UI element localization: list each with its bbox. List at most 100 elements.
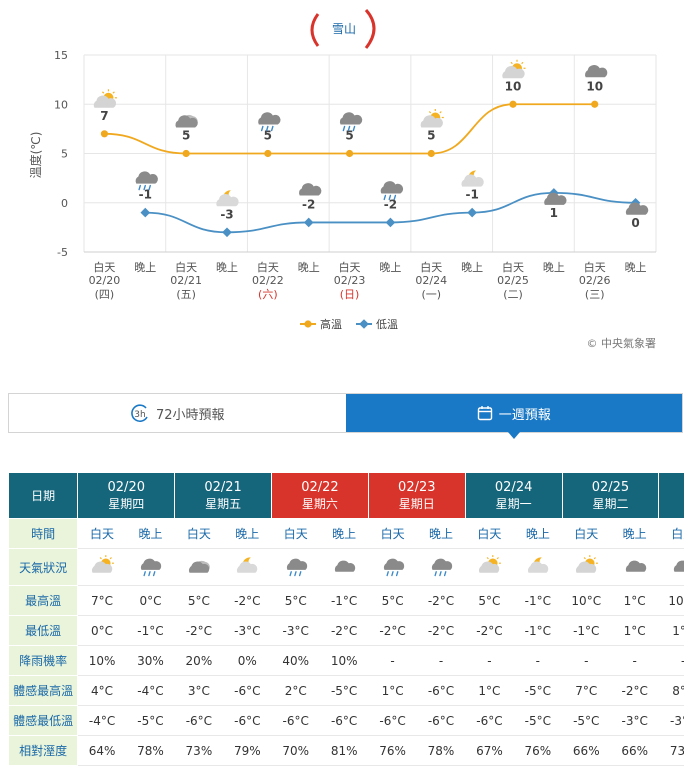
cell-max: 5°C bbox=[174, 585, 224, 616]
cell-max: 5°C bbox=[271, 585, 321, 616]
location-title: 雪山 bbox=[310, 9, 376, 49]
day-weekday: 星期一 bbox=[495, 496, 532, 511]
row-label-feel_min: 體感最低溫 bbox=[8, 705, 79, 736]
cell-period: 白天 bbox=[658, 518, 684, 549]
svg-text:低溫: 低溫 bbox=[376, 317, 398, 331]
svg-text:白天: 白天 bbox=[257, 260, 279, 274]
cell-pop: - bbox=[561, 645, 611, 676]
dark-cloud-icon bbox=[674, 560, 684, 572]
data-label: 10 bbox=[505, 79, 522, 93]
dark-cloud-icon bbox=[335, 560, 356, 572]
cell-min: -1°C bbox=[125, 615, 176, 646]
svg-text:3h: 3h bbox=[134, 410, 145, 420]
cloud-rain-icon bbox=[339, 112, 363, 132]
data-label: -2 bbox=[384, 197, 397, 211]
cell-rh: 78% bbox=[416, 735, 466, 766]
svg-text:02/21: 02/21 bbox=[170, 274, 202, 287]
cell-min: -1°C bbox=[561, 615, 611, 646]
data-point-high bbox=[182, 149, 190, 158]
cell-max: 5°C bbox=[464, 585, 515, 616]
cell-max: 5°C bbox=[367, 585, 418, 616]
cell-min: 1°C bbox=[609, 615, 660, 646]
cell-period: 白天 bbox=[561, 518, 611, 549]
svg-text:(一): (一) bbox=[421, 288, 441, 301]
svg-text:晚上: 晚上 bbox=[134, 261, 156, 274]
cell-rh: 76% bbox=[367, 735, 418, 766]
cell-feel_min: -3°C bbox=[609, 705, 660, 736]
cell-feel_min: -6°C bbox=[416, 705, 466, 736]
day-date: 02/21 bbox=[204, 479, 242, 495]
cell-rh: 73% bbox=[658, 735, 684, 766]
y-tick-label: -5 bbox=[57, 246, 68, 259]
svg-text:白天: 白天 bbox=[339, 260, 361, 274]
location-name: 雪山 bbox=[332, 22, 356, 36]
y-tick-label: 10 bbox=[54, 98, 68, 111]
cell-feel_max: -6°C bbox=[416, 675, 466, 706]
day-weekday: 星期四 bbox=[108, 496, 145, 511]
cell-feel_max: 7°C bbox=[561, 675, 611, 706]
cloud-rain-icon bbox=[258, 112, 281, 132]
cell-period: 白天 bbox=[77, 518, 127, 549]
cell-period: 晚上 bbox=[125, 518, 176, 549]
cell-period: 晚上 bbox=[609, 518, 660, 549]
day-weekday: 星期二 bbox=[592, 496, 629, 511]
cell-pop: - bbox=[367, 645, 418, 676]
legend-item-high[interactable]: 高溫 bbox=[300, 317, 342, 331]
data-label: -1 bbox=[139, 188, 152, 202]
data-point-low bbox=[222, 227, 232, 238]
tab-72-hour[interactable]: 3h 72小時預報 bbox=[9, 394, 346, 432]
svg-text:(三): (三) bbox=[585, 288, 605, 301]
cell-feel_max: -4°C bbox=[125, 675, 176, 706]
cell-max: -1°C bbox=[513, 585, 563, 616]
cell-pop: - bbox=[513, 645, 563, 676]
cell-rh: 66% bbox=[561, 735, 611, 766]
cell-pop: 40% bbox=[271, 645, 321, 676]
cell-feel_min: -5°C bbox=[125, 705, 176, 736]
cell-feel_max: 1°C bbox=[367, 675, 418, 706]
cell-period: 晚上 bbox=[416, 518, 466, 549]
svg-text:高溫: 高溫 bbox=[320, 317, 342, 331]
cell-max: 0°C bbox=[125, 585, 176, 616]
cell-weather bbox=[222, 548, 273, 586]
cell-min: -3°C bbox=[271, 615, 321, 646]
cloudy-icon bbox=[188, 560, 210, 573]
cell-rh: 76% bbox=[513, 735, 563, 766]
tab-week[interactable]: 一週預報 bbox=[345, 394, 682, 439]
cell-max: 1°C bbox=[609, 585, 660, 616]
svg-text:(二): (二) bbox=[503, 288, 523, 301]
cell-period: 白天 bbox=[271, 518, 321, 549]
cell-rh: 66% bbox=[609, 735, 660, 766]
data-label: 0 bbox=[631, 216, 639, 230]
cell-period: 晚上 bbox=[222, 518, 273, 549]
dark-cloud-icon bbox=[299, 183, 322, 196]
cell-weather bbox=[367, 548, 418, 586]
data-point-low bbox=[467, 207, 477, 218]
x-tick-label: 晚上 bbox=[134, 261, 156, 274]
partly-cloudy-icon bbox=[420, 109, 444, 128]
cell-pop: 10% bbox=[77, 645, 127, 676]
cell-feel_min: -6°C bbox=[464, 705, 515, 736]
cell-pop: 20% bbox=[174, 645, 224, 676]
clock-3h-icon: 3h bbox=[130, 403, 150, 423]
cell-weather bbox=[561, 548, 611, 586]
x-tick-label: 晚上 bbox=[543, 261, 565, 274]
data-label: 1 bbox=[550, 206, 558, 220]
legend-item-low[interactable]: 低溫 bbox=[356, 317, 398, 331]
data-label: 5 bbox=[427, 129, 435, 143]
cell-min: 1°C bbox=[658, 615, 684, 646]
partly-cloudy-icon bbox=[479, 554, 502, 573]
cell-rh: 79% bbox=[222, 735, 273, 766]
cloudy-night-icon bbox=[237, 556, 258, 573]
data-label: 5 bbox=[264, 129, 272, 143]
tab-week-label: 一週預報 bbox=[498, 407, 551, 423]
cell-feel_min: -6°C bbox=[222, 705, 273, 736]
svg-text:(四): (四) bbox=[95, 288, 115, 301]
svg-text:晚上: 晚上 bbox=[625, 261, 647, 274]
cell-max: 7°C bbox=[77, 585, 127, 616]
cell-weather bbox=[513, 548, 563, 586]
cell-period: 晚上 bbox=[319, 518, 369, 549]
cell-feel_min: -6°C bbox=[174, 705, 224, 736]
cell-feel_min: -5°C bbox=[561, 705, 611, 736]
